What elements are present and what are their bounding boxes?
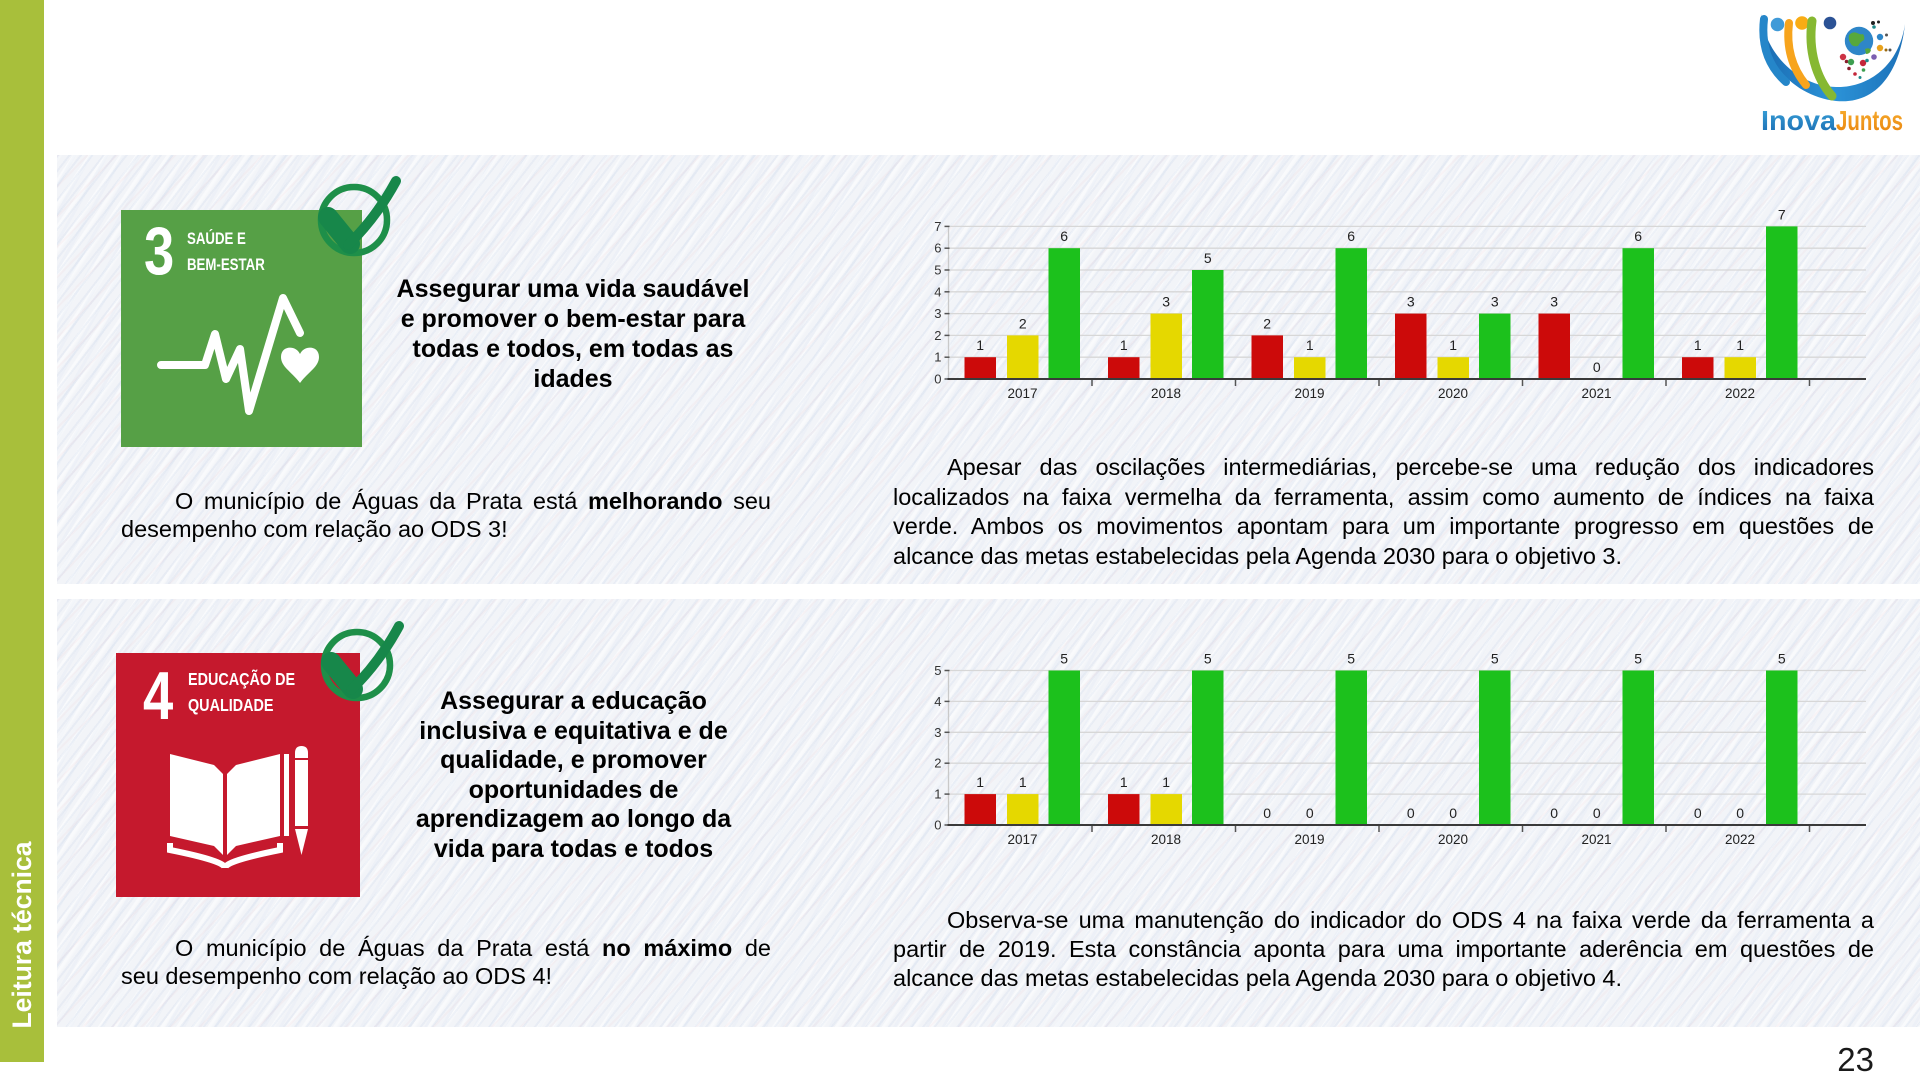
svg-text:1: 1 bbox=[1120, 774, 1128, 790]
svg-text:1: 1 bbox=[934, 350, 941, 365]
svg-text:7: 7 bbox=[934, 219, 941, 234]
svg-text:5: 5 bbox=[1491, 651, 1499, 667]
svg-text:1: 1 bbox=[1694, 337, 1702, 353]
svg-text:5: 5 bbox=[934, 263, 941, 278]
svg-text:5: 5 bbox=[1204, 250, 1212, 266]
svg-text:4: 4 bbox=[934, 694, 941, 709]
svg-text:2018: 2018 bbox=[1151, 386, 1181, 401]
svg-text:4: 4 bbox=[143, 658, 173, 734]
svg-text:2: 2 bbox=[934, 756, 941, 771]
svg-text:5: 5 bbox=[1347, 651, 1355, 667]
svg-text:6: 6 bbox=[1634, 228, 1642, 244]
svg-text:2021: 2021 bbox=[1581, 386, 1611, 401]
svg-text:6: 6 bbox=[1060, 228, 1068, 244]
svg-text:1: 1 bbox=[976, 337, 984, 353]
svg-text:SAÚDE E: SAÚDE E bbox=[187, 228, 246, 248]
svg-text:5: 5 bbox=[934, 663, 941, 678]
svg-text:3: 3 bbox=[1550, 294, 1558, 310]
svg-text:3: 3 bbox=[1162, 294, 1170, 310]
svg-text:0: 0 bbox=[934, 372, 941, 387]
svg-text:6: 6 bbox=[1347, 228, 1355, 244]
svg-text:2018: 2018 bbox=[1151, 832, 1181, 847]
svg-text:3: 3 bbox=[934, 306, 941, 321]
svg-text:1: 1 bbox=[1120, 337, 1128, 353]
svg-text:0: 0 bbox=[1449, 805, 1457, 821]
svg-text:0: 0 bbox=[1593, 359, 1601, 375]
svg-text:0: 0 bbox=[1407, 805, 1415, 821]
svg-text:2019: 2019 bbox=[1294, 386, 1324, 401]
svg-text:1: 1 bbox=[1019, 774, 1027, 790]
svg-text:QUALIDADE: QUALIDADE bbox=[188, 696, 274, 716]
svg-text:5: 5 bbox=[1060, 651, 1068, 667]
svg-text:1: 1 bbox=[934, 787, 941, 802]
svg-text:2017: 2017 bbox=[1007, 832, 1037, 847]
svg-text:1: 1 bbox=[1449, 337, 1457, 353]
svg-text:EDUCAÇÃO DE: EDUCAÇÃO DE bbox=[188, 667, 295, 689]
svg-text:BEM-ESTAR: BEM-ESTAR bbox=[187, 256, 265, 275]
svg-text:2019: 2019 bbox=[1294, 832, 1324, 847]
svg-text:7: 7 bbox=[1778, 206, 1786, 222]
svg-text:2020: 2020 bbox=[1438, 386, 1468, 401]
svg-text:2021: 2021 bbox=[1581, 832, 1611, 847]
svg-text:0: 0 bbox=[1736, 805, 1744, 821]
svg-text:2020: 2020 bbox=[1438, 832, 1468, 847]
svg-text:2: 2 bbox=[1019, 315, 1027, 331]
svg-text:0: 0 bbox=[934, 818, 941, 833]
svg-text:6: 6 bbox=[934, 241, 941, 256]
svg-text:5: 5 bbox=[1778, 651, 1786, 667]
svg-text:2017: 2017 bbox=[1007, 386, 1037, 401]
svg-text:0: 0 bbox=[1263, 805, 1271, 821]
svg-text:0: 0 bbox=[1694, 805, 1702, 821]
svg-text:Juntos: Juntos bbox=[1836, 105, 1903, 136]
svg-text:0: 0 bbox=[1550, 805, 1558, 821]
svg-text:1: 1 bbox=[1306, 337, 1314, 353]
svg-text:5: 5 bbox=[1204, 651, 1212, 667]
svg-text:3: 3 bbox=[1491, 294, 1499, 310]
svg-text:2: 2 bbox=[1263, 315, 1271, 331]
svg-text:2022: 2022 bbox=[1725, 386, 1755, 401]
svg-text:Inova: Inova bbox=[1761, 105, 1836, 136]
svg-text:4: 4 bbox=[934, 284, 941, 299]
svg-text:1: 1 bbox=[976, 774, 984, 790]
svg-text:1: 1 bbox=[1162, 774, 1170, 790]
svg-text:3: 3 bbox=[144, 213, 174, 289]
svg-text:3: 3 bbox=[934, 725, 941, 740]
svg-text:2022: 2022 bbox=[1725, 832, 1755, 847]
svg-text:3: 3 bbox=[1407, 294, 1415, 310]
svg-text:0: 0 bbox=[1593, 805, 1601, 821]
svg-text:1: 1 bbox=[1736, 337, 1744, 353]
svg-text:5: 5 bbox=[1634, 651, 1642, 667]
svg-text:0: 0 bbox=[1306, 805, 1314, 821]
svg-text:2: 2 bbox=[934, 328, 941, 343]
